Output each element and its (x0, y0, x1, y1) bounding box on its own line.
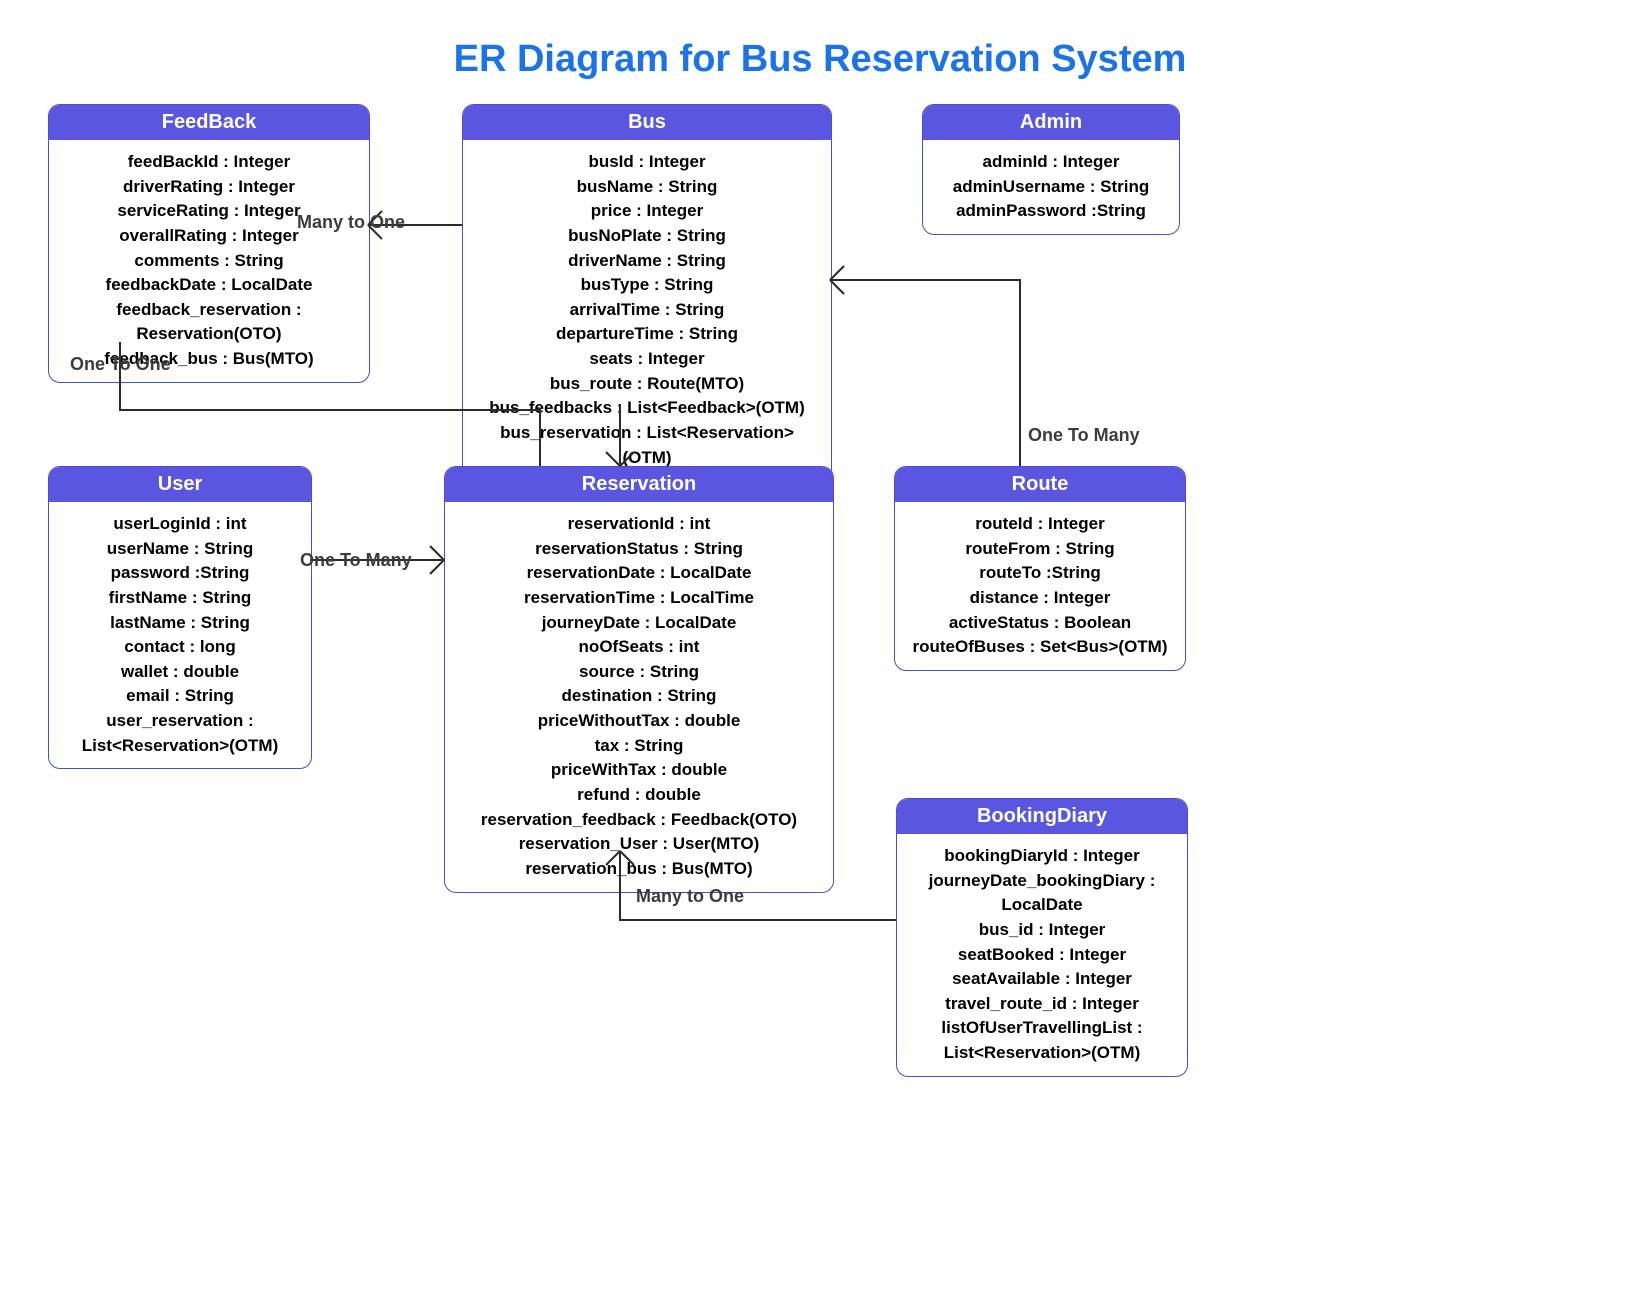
entity-attr: feedbackDate : LocalDate (63, 273, 355, 298)
entity-attr: source : String (459, 660, 819, 685)
entity-bus-body: busId : IntegerbusName : Stringprice : I… (463, 140, 831, 480)
entity-bookingdiary-body: bookingDiaryId : IntegerjourneyDate_book… (897, 834, 1187, 1076)
entity-bookingdiary: BookingDiary bookingDiaryId : Integerjou… (896, 798, 1188, 1077)
entity-attr: routeFrom : String (909, 537, 1171, 562)
connector-bus-route (830, 280, 1020, 466)
entity-attr: bookingDiaryId : Integer (911, 844, 1173, 869)
entity-reservation-body: reservationId : intreservationStatus : S… (445, 502, 833, 892)
entity-attr: driverName : String (477, 249, 817, 274)
entity-admin: Admin adminId : IntegeradminUsername : S… (922, 104, 1180, 235)
entity-attr: firstName : String (63, 586, 297, 611)
entity-attr: travel_route_id : Integer (911, 992, 1173, 1017)
entity-attr: seatBooked : Integer (911, 943, 1173, 968)
entity-attr: reservationStatus : String (459, 537, 819, 562)
entity-attr: reservation_feedback : Feedback(OTO) (459, 808, 819, 833)
entity-attr: adminId : Integer (937, 150, 1165, 175)
entity-attr: reservation_User : User(MTO) (459, 832, 819, 857)
entity-attr: priceWithTax : double (459, 758, 819, 783)
entity-attr: feedBackId : Integer (63, 150, 355, 175)
entity-attr: comments : String (63, 249, 355, 274)
entity-attr: busName : String (477, 175, 817, 200)
entity-attr: feedback_reservation : Reservation(OTO) (63, 298, 355, 347)
entity-attr: noOfSeats : int (459, 635, 819, 660)
entity-attr: departureTime : String (477, 322, 817, 347)
entity-route-header: Route (895, 467, 1185, 502)
entity-attr: listOfUserTravellingList : List<Reservat… (911, 1016, 1173, 1065)
entity-attr: busType : String (477, 273, 817, 298)
entity-attr: destination : String (459, 684, 819, 709)
entity-attr: userName : String (63, 537, 297, 562)
entity-attr: busNoPlate : String (477, 224, 817, 249)
entity-attr: priceWithoutTax : double (459, 709, 819, 734)
entity-attr: seatAvailable : Integer (911, 967, 1173, 992)
entity-attr: busId : Integer (477, 150, 817, 175)
entity-reservation-header: Reservation (445, 467, 833, 502)
entity-bookingdiary-header: BookingDiary (897, 799, 1187, 834)
entity-attr: bus_reservation : List<Reservation>(OTM) (477, 421, 817, 470)
entity-attr: user_reservation : List<Reservation>(OTM… (63, 709, 297, 758)
entity-admin-body: adminId : IntegeradminUsername : Stringa… (923, 140, 1179, 234)
entity-reservation: Reservation reservationId : intreservati… (444, 466, 834, 893)
entity-attr: activeStatus : Boolean (909, 611, 1171, 636)
rel-label-user-reservation: One To Many (300, 550, 412, 571)
entity-attr: adminUsername : String (937, 175, 1165, 200)
entity-attr: reservation_bus : Bus(MTO) (459, 857, 819, 882)
entity-bus: Bus busId : IntegerbusName : Stringprice… (462, 104, 832, 481)
entity-attr: distance : Integer (909, 586, 1171, 611)
entity-attr: bus_feedbacks : List<Feedback>(OTM) (477, 396, 817, 421)
entity-attr: arrivalTime : String (477, 298, 817, 323)
entity-bus-header: Bus (463, 105, 831, 140)
entity-user-body: userLoginId : intuserName : Stringpasswo… (49, 502, 311, 768)
rel-label-feedback-reservation: One To One (70, 354, 171, 375)
entity-admin-header: Admin (923, 105, 1179, 140)
entity-attr: contact : long (63, 635, 297, 660)
entity-route: Route routeId : IntegerrouteFrom : Strin… (894, 466, 1186, 671)
entity-route-body: routeId : IntegerrouteFrom : Stringroute… (895, 502, 1185, 670)
entity-attr: reservationTime : LocalTime (459, 586, 819, 611)
entity-attr: routeId : Integer (909, 512, 1171, 537)
entity-attr: bus_route : Route(MTO) (477, 372, 817, 397)
entity-attr: price : Integer (477, 199, 817, 224)
entity-attr: driverRating : Integer (63, 175, 355, 200)
entity-attr: reservationId : int (459, 512, 819, 537)
entity-user-header: User (49, 467, 311, 502)
rel-label-feedback-bus: Many to One (297, 212, 405, 233)
page-title: ER Diagram for Bus Reservation System (0, 38, 1640, 81)
entity-attr: bus_id : Integer (911, 918, 1173, 943)
entity-attr: journeyDate : LocalDate (459, 611, 819, 636)
entity-attr: seats : Integer (477, 347, 817, 372)
rel-label-bus-route: One To Many (1028, 425, 1140, 446)
rel-label-reservation-bookingdiary: Many to One (636, 886, 744, 907)
entity-attr: lastName : String (63, 611, 297, 636)
entity-attr: refund : double (459, 783, 819, 808)
entity-attr: reservationDate : LocalDate (459, 561, 819, 586)
entity-attr: password :String (63, 561, 297, 586)
entity-attr: journeyDate_bookingDiary : LocalDate (911, 869, 1173, 918)
entity-attr: routeOfBuses : Set<Bus>(OTM) (909, 635, 1171, 660)
entity-attr: email : String (63, 684, 297, 709)
entity-feedback-header: FeedBack (49, 105, 369, 140)
entity-user: User userLoginId : intuserName : Stringp… (48, 466, 312, 769)
entity-attr: userLoginId : int (63, 512, 297, 537)
entity-feedback-body: feedBackId : IntegerdriverRating : Integ… (49, 140, 369, 382)
entity-attr: adminPassword :String (937, 199, 1165, 224)
entity-attr: tax : String (459, 734, 819, 759)
entity-attr: wallet : double (63, 660, 297, 685)
entity-feedback: FeedBack feedBackId : IntegerdriverRatin… (48, 104, 370, 383)
entity-attr: routeTo :String (909, 561, 1171, 586)
